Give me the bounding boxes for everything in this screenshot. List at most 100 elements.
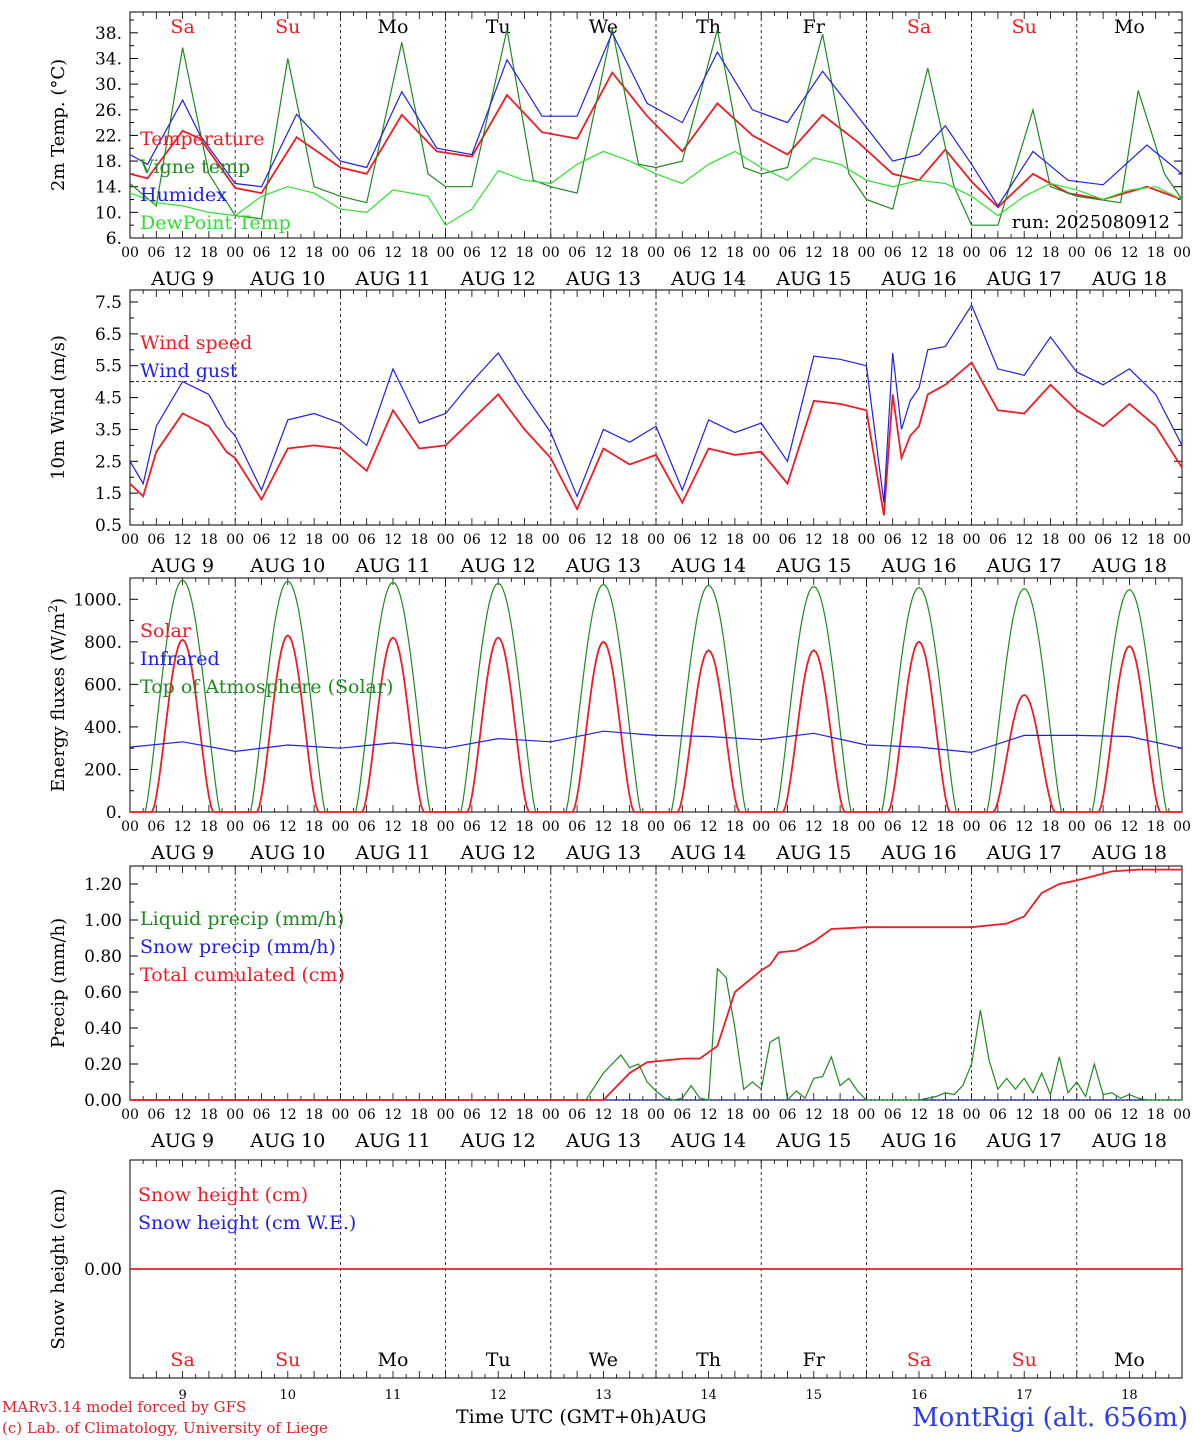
date-label: AUG 17 — [986, 555, 1062, 577]
date-label: AUG 16 — [880, 268, 956, 290]
hour-tick-label: 12 — [384, 532, 402, 548]
hour-tick-label: 18 — [621, 532, 639, 548]
hour-tick-label: 06 — [884, 245, 902, 261]
date-label: AUG 16 — [880, 1130, 956, 1152]
hour-tick-label: 00 — [226, 1107, 244, 1123]
hour-tick-label: 12 — [1015, 1107, 1033, 1123]
hour-tick-label: 18 — [516, 1107, 534, 1123]
hour-tick-label: 06 — [779, 819, 797, 835]
hour-tick-label: 00 — [752, 245, 770, 261]
hour-tick-label: 00 — [121, 1107, 139, 1123]
y-tick-label: 800. — [84, 633, 122, 653]
hour-tick-label: 18 — [1147, 1107, 1165, 1123]
y-tick-label: 0.20 — [84, 1055, 122, 1075]
panel-precip: 0.00 0.20 0.40 0.60 0.80 1.00 1.20 Precip (mm/h… — [48, 865, 1191, 1152]
date-label: AUG 9 — [150, 842, 214, 864]
hour-tick-label: 06 — [673, 1107, 691, 1123]
legend-entry: Liquid precip (mm/h) — [140, 908, 344, 930]
y-tick-label: 34. — [95, 49, 122, 69]
date-label: AUG 10 — [249, 842, 325, 864]
hour-tick-label: 18 — [410, 245, 428, 261]
weekday-label: Fr — [803, 1349, 826, 1371]
hour-tick-label: 06 — [253, 532, 271, 548]
hour-tick-label: 12 — [910, 245, 928, 261]
hour-tick-label: 12 — [384, 1107, 402, 1123]
date-label: AUG 11 — [354, 1130, 430, 1152]
hour-tick-label: 12 — [1015, 532, 1033, 548]
date-label: AUG 10 — [249, 268, 325, 290]
hour-tick-label: 00 — [226, 819, 244, 835]
hour-tick-label: 00 — [963, 1107, 981, 1123]
hour-tick-label: 12 — [910, 1107, 928, 1123]
weekday-label: Su — [1012, 1349, 1037, 1371]
hour-tick-label: 12 — [279, 1107, 297, 1123]
hour-tick-label: 06 — [463, 819, 481, 835]
hour-tick-label: 06 — [147, 1107, 165, 1123]
hour-tick-label: 18 — [410, 1107, 428, 1123]
date-label: AUG 15 — [775, 842, 851, 864]
hour-tick-label: 18 — [936, 532, 954, 548]
series-humidex — [129, 31, 1183, 208]
date-label: AUG 17 — [986, 842, 1062, 864]
date-label: AUG 14 — [670, 1130, 746, 1152]
hour-tick-label: 00 — [331, 245, 349, 261]
run-label: run: 2025080912 — [1012, 212, 1170, 233]
hour-tick-label: 18 — [516, 819, 534, 835]
weekday-label: Sa — [170, 1349, 194, 1371]
y-tick-label: 600. — [84, 675, 122, 695]
hour-tick-label: 00 — [542, 1107, 560, 1123]
date-label: AUG 9 — [150, 555, 214, 577]
hour-tick-label: 06 — [358, 245, 376, 261]
hour-tick-label: 18 — [1042, 819, 1060, 835]
hour-tick-label: 12 — [594, 245, 612, 261]
y-axis-label: 2m Temp. (°C) — [48, 59, 69, 191]
hour-tick-label: 06 — [358, 532, 376, 548]
y-tick-label: 1000. — [73, 590, 122, 610]
hour-tick-label: 06 — [1094, 532, 1112, 548]
credit-lab: (c) Lab. of Climatology, University of L… — [2, 1419, 328, 1437]
hour-tick-label: 00 — [647, 1107, 665, 1123]
hour-tick-label: 00 — [331, 1107, 349, 1123]
date-label: AUG 17 — [986, 268, 1062, 290]
hour-tick-label: 18 — [516, 245, 534, 261]
legend-entry: Top of Atmosphere (Solar) — [140, 676, 393, 698]
y-axis-label: Precip (mm/h) — [48, 918, 69, 1048]
hour-tick-label: 18 — [621, 819, 639, 835]
legend-entry: Snow height (cm) — [138, 1184, 308, 1206]
y-tick-label: 0.80 — [84, 947, 122, 967]
hour-tick-label: 06 — [673, 819, 691, 835]
hour-tick-label: 18 — [305, 819, 323, 835]
hour-tick-label: 00 — [752, 532, 770, 548]
hour-tick-label: 00 — [121, 532, 139, 548]
hour-tick-label: 06 — [1094, 819, 1112, 835]
y-tick-label: 0.40 — [84, 1019, 122, 1039]
hour-tick-label: 00 — [331, 532, 349, 548]
hour-tick-label: 00 — [121, 245, 139, 261]
hour-tick-label: 12 — [700, 245, 718, 261]
date-number-label: 15 — [806, 1388, 823, 1403]
hour-tick-label: 00 — [963, 245, 981, 261]
y-tick-label: 6. — [106, 229, 122, 249]
hour-tick-label: 12 — [1015, 819, 1033, 835]
weekday-label: Th — [696, 1349, 721, 1371]
y-tick-label: 10. — [95, 203, 122, 223]
hour-tick-label: 00 — [752, 1107, 770, 1123]
weekday-label: Th — [696, 16, 721, 38]
date-label: AUG 13 — [565, 555, 641, 577]
hour-tick-label: 06 — [673, 245, 691, 261]
hour-tick-label: 18 — [621, 1107, 639, 1123]
legend-entry: Infrared — [140, 648, 220, 670]
y-axis-label: Energy fluxes (W/m2) — [46, 598, 69, 792]
hour-tick-label: 06 — [568, 1107, 586, 1123]
date-label: AUG 9 — [150, 1130, 214, 1152]
hour-tick-label: 18 — [1147, 245, 1165, 261]
date-number-label: 9 — [178, 1388, 186, 1403]
hour-tick-label: 12 — [1120, 245, 1138, 261]
hour-tick-label: 12 — [594, 1107, 612, 1123]
hour-tick-label: 12 — [594, 532, 612, 548]
date-number-label: 14 — [700, 1388, 717, 1403]
hour-tick-label: 18 — [1042, 532, 1060, 548]
series-temperature — [129, 70, 1183, 209]
hour-tick-label: 18 — [305, 245, 323, 261]
